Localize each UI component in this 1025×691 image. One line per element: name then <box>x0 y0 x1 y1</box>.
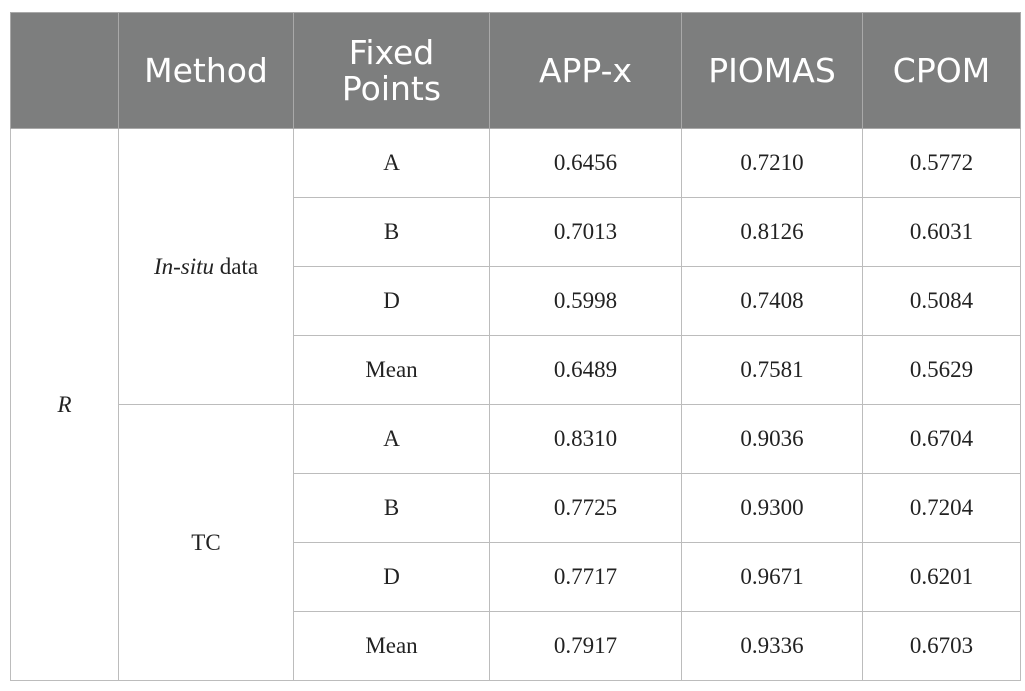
value-cell: 0.9300 <box>681 473 863 543</box>
value-cell: 0.6456 <box>489 128 682 198</box>
value-cell: 0.7408 <box>681 266 863 336</box>
header-text: PIOMAS <box>708 50 836 90</box>
value-cell: 0.8310 <box>489 404 682 474</box>
value-cell: 0.5629 <box>862 335 1021 405</box>
value-cell: 0.7204 <box>862 473 1021 543</box>
point-cell: B <box>293 197 490 267</box>
data-row: B 0.7013 0.8126 0.6031 <box>11 197 1021 267</box>
value-cell: 0.6201 <box>862 542 1021 612</box>
data-row: Mean 0.6489 0.7581 0.5629 <box>11 335 1021 405</box>
header-text: CPOM <box>892 50 991 90</box>
value-cell: 0.7581 <box>681 335 863 405</box>
value-cell: 0.7917 <box>489 611 682 681</box>
header-text: APP-x <box>538 50 633 90</box>
value-cell: 0.5772 <box>862 128 1021 198</box>
value-cell: 0.9671 <box>681 542 863 612</box>
header-row: Method Fixed Points APP-x PIOMAS CPOM <box>10 12 1021 129</box>
method-emphasis: In-situ <box>153 253 214 279</box>
point-cell: B <box>293 473 490 543</box>
value-cell: 0.7013 <box>489 197 682 267</box>
value-cell: 0.6031 <box>862 197 1021 267</box>
header-cell: APP-x <box>489 12 682 129</box>
method-text: TC <box>151 526 261 560</box>
value-cell: 0.9336 <box>681 611 863 681</box>
table-container: Method Fixed Points APP-x PIOMAS CPOM R In-si… <box>10 12 1021 681</box>
point-cell: D <box>293 542 490 612</box>
value-cell: 0.7210 <box>681 128 863 198</box>
header-cell: Fixed Points <box>293 12 490 129</box>
header-cell: Method <box>118 12 294 129</box>
results-table: Method Fixed Points APP-x PIOMAS CPOM R In-si… <box>10 12 1021 681</box>
header-cell: PIOMAS <box>681 12 863 129</box>
value-cell: 0.9036 <box>681 404 863 474</box>
value-cell: 0.8126 <box>681 197 863 267</box>
metric-cell: R <box>10 128 119 681</box>
header-text: Method <box>144 50 268 90</box>
point-cell: A <box>293 128 490 198</box>
value-cell: 0.6703 <box>862 611 1021 681</box>
data-row: B 0.7725 0.9300 0.7204 <box>11 473 1021 543</box>
method-text: In-situ data <box>151 250 261 284</box>
value-cell: 0.6704 <box>862 404 1021 474</box>
point-cell: Mean <box>293 611 490 681</box>
value-cell: 0.5998 <box>489 266 682 336</box>
value-cell: 0.7725 <box>489 473 682 543</box>
point-cell: A <box>293 404 490 474</box>
point-cell: Mean <box>293 335 490 405</box>
data-row: Mean 0.7917 0.9336 0.6703 <box>11 611 1021 681</box>
metric-text: R <box>57 391 72 417</box>
data-row: R In-situ data A 0.6456 0.7210 0.5772 <box>10 128 1021 681</box>
method-label: TC <box>191 529 221 555</box>
data-row: TC A 0.8310 0.9036 0.6704 <box>11 404 1021 681</box>
corner-cell <box>10 12 119 129</box>
value-cell: 0.7717 <box>489 542 682 612</box>
header-cell: CPOM <box>862 12 1021 129</box>
point-cell: D <box>293 266 490 336</box>
header-text: Fixed Points <box>341 32 442 108</box>
value-cell: 0.5084 <box>862 266 1021 336</box>
value-cell: 0.6489 <box>489 335 682 405</box>
data-row: D 0.5998 0.7408 0.5084 <box>11 266 1021 336</box>
method-label: data <box>219 253 259 279</box>
data-row: D 0.7717 0.9671 0.6201 <box>11 542 1021 612</box>
method-cell: TC <box>118 404 294 681</box>
method-cell: In-situ data <box>118 128 294 405</box>
